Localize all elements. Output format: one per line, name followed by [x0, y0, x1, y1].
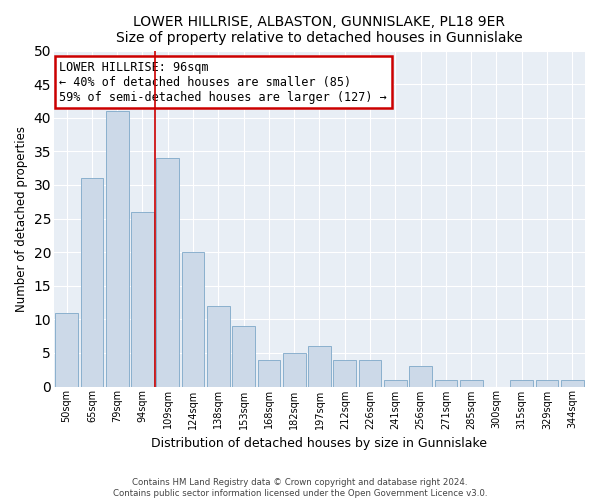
- Bar: [131, 212, 154, 386]
- Bar: [207, 306, 230, 386]
- Bar: [334, 360, 356, 386]
- Bar: [536, 380, 559, 386]
- Bar: [283, 353, 305, 386]
- Bar: [80, 178, 103, 386]
- Title: LOWER HILLRISE, ALBASTON, GUNNISLAKE, PL18 9ER
Size of property relative to deta: LOWER HILLRISE, ALBASTON, GUNNISLAKE, PL…: [116, 15, 523, 45]
- Bar: [511, 380, 533, 386]
- Bar: [434, 380, 457, 386]
- Bar: [232, 326, 255, 386]
- Bar: [257, 360, 280, 386]
- Bar: [384, 380, 407, 386]
- Y-axis label: Number of detached properties: Number of detached properties: [15, 126, 28, 312]
- Bar: [182, 252, 205, 386]
- Text: LOWER HILLRISE: 96sqm
← 40% of detached houses are smaller (85)
59% of semi-deta: LOWER HILLRISE: 96sqm ← 40% of detached …: [59, 60, 387, 104]
- Bar: [409, 366, 432, 386]
- Text: Contains HM Land Registry data © Crown copyright and database right 2024.
Contai: Contains HM Land Registry data © Crown c…: [113, 478, 487, 498]
- X-axis label: Distribution of detached houses by size in Gunnislake: Distribution of detached houses by size …: [151, 437, 487, 450]
- Bar: [106, 111, 128, 386]
- Bar: [157, 158, 179, 386]
- Bar: [308, 346, 331, 387]
- Bar: [561, 380, 584, 386]
- Bar: [359, 360, 382, 386]
- Bar: [55, 312, 78, 386]
- Bar: [460, 380, 482, 386]
